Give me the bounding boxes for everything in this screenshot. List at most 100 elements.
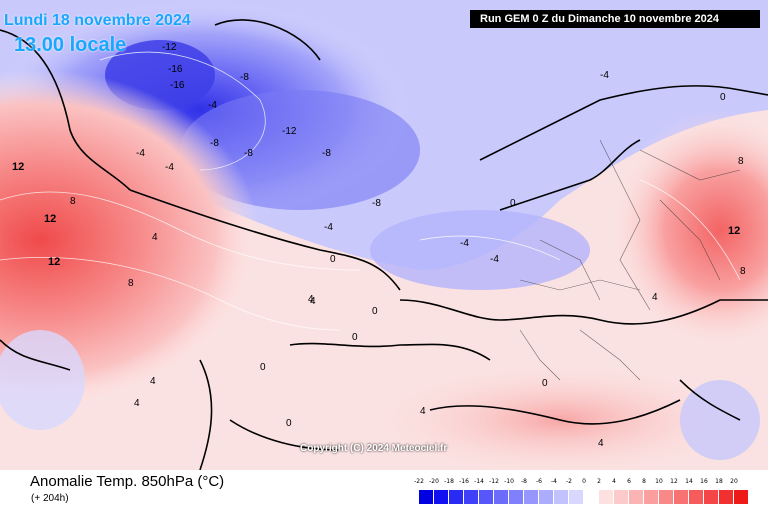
anomaly-value-label: 4 <box>308 294 314 305</box>
anomaly-value-label: 0 <box>286 418 292 429</box>
anomaly-value-label: -4 <box>460 238 469 249</box>
anomaly-value-label: -4 <box>208 100 217 111</box>
legend-swatch <box>539 490 554 504</box>
anomaly-value-label: -4 <box>600 70 609 81</box>
anomaly-value-label: -16 <box>168 64 183 75</box>
run-info: Run GEM 0 Z du Dimanche 10 novembre 2024 <box>470 10 760 28</box>
anomaly-value-label: -8 <box>322 148 331 159</box>
legend-tick-label: -18 <box>444 478 454 485</box>
anomaly-value-label: 4 <box>134 398 140 409</box>
legend-tick-label: -8 <box>521 478 527 485</box>
legend-tick-label: 8 <box>642 478 646 485</box>
anomaly-value-label: -4 <box>324 222 333 233</box>
legend-swatch <box>524 490 539 504</box>
legend-tick-label: 2 <box>597 478 601 485</box>
anomaly-value-label: 4 <box>152 232 158 243</box>
anomaly-value-label: 0 <box>330 254 336 265</box>
legend-tick-label: -6 <box>536 478 542 485</box>
anomaly-value-label: 8 <box>740 266 746 277</box>
legend-swatch <box>479 490 494 504</box>
legend-tick-label: 16 <box>700 478 708 485</box>
anomaly-value-label: 8 <box>128 278 134 289</box>
color-legend <box>419 490 749 504</box>
legend-swatch <box>599 490 614 504</box>
anomaly-value-label: -12 <box>282 126 297 137</box>
anomaly-value-label: 12 <box>48 256 60 268</box>
legend-swatch <box>659 490 674 504</box>
anomaly-value-label: -4 <box>165 162 174 173</box>
anomaly-value-label: 0 <box>542 378 548 389</box>
anomaly-value-label: 8 <box>70 196 76 207</box>
legend-swatch <box>509 490 524 504</box>
legend-tick-label: -12 <box>489 478 499 485</box>
anomaly-value-label: -8 <box>244 148 253 159</box>
anomaly-value-label: -4 <box>136 148 145 159</box>
legend-tick-label: -22 <box>414 478 424 485</box>
legend-swatch <box>569 490 584 504</box>
legend-swatch <box>674 490 689 504</box>
legend-tick-label: 14 <box>685 478 693 485</box>
isotherms <box>0 51 741 331</box>
anomaly-value-label: 12 <box>728 225 740 237</box>
legend-tick-label: 0 <box>582 478 586 485</box>
legend-swatch <box>434 490 449 504</box>
anomaly-value-label: 12 <box>12 161 24 173</box>
legend-tick-label: -4 <box>551 478 557 485</box>
warm-south <box>360 360 760 470</box>
anomaly-value-label: -4 <box>490 254 499 265</box>
legend-tick-label: 10 <box>655 478 663 485</box>
anomaly-value-label: -8 <box>210 138 219 149</box>
warm-atlantic <box>0 70 260 410</box>
anomaly-value-label: 4 <box>652 292 658 303</box>
anomaly-value-label: 12 <box>44 213 56 225</box>
legend-swatch <box>704 490 719 504</box>
legend-tick-label: 4 <box>612 478 616 485</box>
anomaly-value-label: 4 <box>150 376 156 387</box>
legend-swatch <box>419 490 434 504</box>
coastlines <box>0 19 768 470</box>
legend-tick-label: -20 <box>429 478 439 485</box>
legend-tick-label: -2 <box>566 478 572 485</box>
legend-tick-label: -14 <box>474 478 484 485</box>
anomaly-value-label: 0 <box>510 198 516 209</box>
cold-patch-se <box>680 380 760 460</box>
anomaly-value-label: 4 <box>310 296 316 307</box>
legend-swatch <box>584 490 599 504</box>
legend-tick-label: -10 <box>504 478 514 485</box>
legend-swatch <box>449 490 464 504</box>
anomaly-value-label: 0 <box>372 306 378 317</box>
borders <box>519 139 741 381</box>
legend-swatch <box>554 490 569 504</box>
anomaly-value-label: 4 <box>420 406 426 417</box>
legend-tick-label: 12 <box>670 478 678 485</box>
forecast-date: Lundi 18 novembre 2024 <box>4 12 191 29</box>
legend-tick-label: 20 <box>730 478 738 485</box>
map-title: Anomalie Temp. 850hPa (°C) <box>30 473 225 490</box>
temperature-anomaly-map: -12 -16 -16 -8 -12 -8 -8 -4 -4 -8 -8 -4 -4 -4 -4 -4 0 0 0 0… <box>0 0 768 470</box>
legend-swatch <box>644 490 659 504</box>
legend-swatch <box>689 490 704 504</box>
anomaly-value-label: 8 <box>738 156 744 167</box>
anomaly-value-label: 4 <box>598 438 604 449</box>
legend-swatch <box>494 490 509 504</box>
legend-ticks: -22 -20 -18 -16 -14 -12 -10 -8 -6 -4 -2 0 2 4 6 8 10 12 14… <box>410 478 750 488</box>
anomaly-value-label: -8 <box>240 72 249 83</box>
anomaly-value-label: 0 <box>352 332 358 343</box>
anomaly-value-label: 0 <box>720 92 726 103</box>
copyright-notice: Copyright (C) 2024 Meteociel.fr <box>300 443 448 454</box>
cold-europe <box>370 210 590 290</box>
legend-swatch <box>719 490 734 504</box>
legend-tick-label: 6 <box>627 478 631 485</box>
map-values-layer: -12 -16 -16 -8 -12 -8 -8 -4 -4 -8 -8 -4 -4 -4 -4 -4 0 0 0 0… <box>12 42 746 449</box>
legend-swatch <box>629 490 644 504</box>
anomaly-value-label: -8 <box>372 198 381 209</box>
warm-east <box>610 110 768 350</box>
legend-tick-label: 18 <box>715 478 723 485</box>
legend-swatch <box>464 490 479 504</box>
anomaly-value-label: -12 <box>162 42 177 53</box>
legend-swatch <box>734 490 749 504</box>
legend-swatch <box>614 490 629 504</box>
forecast-lead-time: (+ 204h) <box>31 493 69 504</box>
anomaly-value-label: 0 <box>260 362 266 373</box>
anomaly-value-label: -16 <box>170 80 185 91</box>
